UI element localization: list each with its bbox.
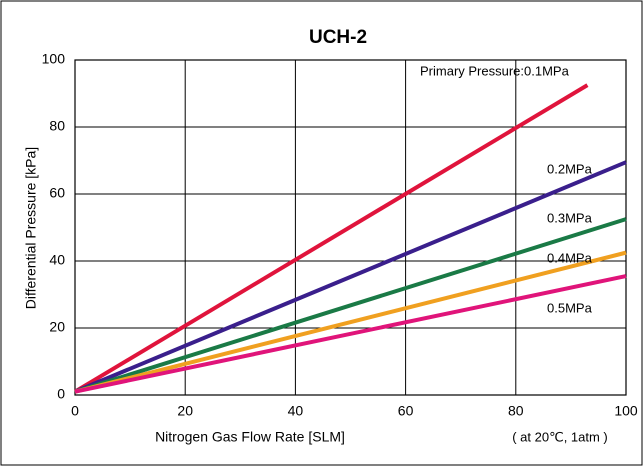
x-tick-label: 80 <box>508 403 524 419</box>
x-axis-label: Nitrogen Gas Flow Rate [SLM] <box>155 429 345 445</box>
y-tick-label: 0 <box>57 386 65 402</box>
series-label: Primary Pressure:0.1MPa <box>420 63 570 78</box>
x-tick-label: 40 <box>288 403 304 419</box>
series-label: 0.5MPa <box>547 300 593 315</box>
series-label: 0.4MPa <box>547 250 593 265</box>
x-tick-label: 100 <box>614 403 638 419</box>
x-tick-label: 60 <box>398 403 414 419</box>
x-tick-label: 0 <box>71 403 79 419</box>
series-line <box>74 250 627 394</box>
chart-title: UCH-2 <box>309 27 367 48</box>
y-tick-label: 40 <box>49 252 65 268</box>
x-tick-label: 20 <box>177 403 193 419</box>
y-tick-label: 60 <box>49 185 65 201</box>
series-line <box>74 217 627 394</box>
y-tick-label: 100 <box>42 51 66 67</box>
series-label: 0.3MPa <box>547 210 593 225</box>
series-line <box>74 274 627 394</box>
series-line <box>74 160 627 394</box>
y-tick-label: 20 <box>49 319 65 335</box>
series-label: 0.2MPa <box>547 161 593 176</box>
series-line <box>73 83 589 394</box>
note: ( at 20℃, 1atm ) <box>512 429 608 444</box>
y-tick-label: 80 <box>49 118 65 134</box>
y-axis-label: Differential Pressure [kPa] <box>23 147 39 309</box>
